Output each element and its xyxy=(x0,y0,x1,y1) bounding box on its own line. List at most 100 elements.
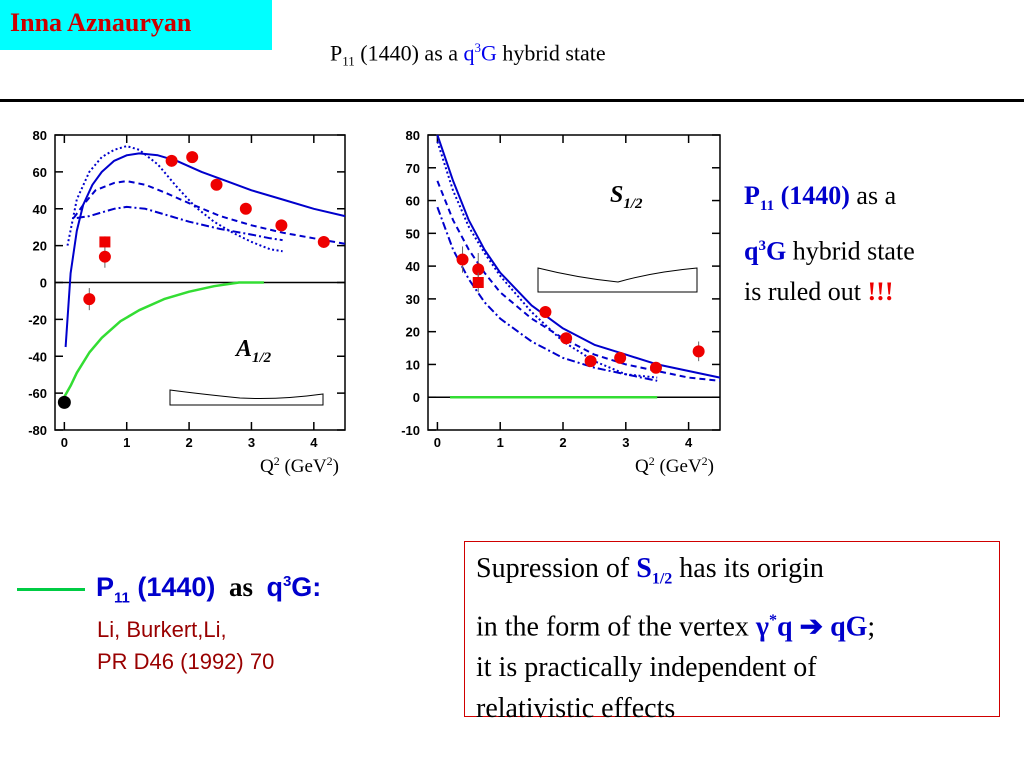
data-point-circle xyxy=(560,332,573,345)
y-tick-label: 60 xyxy=(33,165,47,180)
conclusion-ruled-out: is ruled out xyxy=(744,276,868,306)
y-tick-label: -20 xyxy=(28,312,47,327)
legend-g: G: xyxy=(291,572,322,602)
x-tick-label: 3 xyxy=(248,435,255,450)
y-tick-label: -80 xyxy=(28,423,47,438)
y-tick-label: 20 xyxy=(33,239,47,254)
conclusion-sup: 3 xyxy=(758,238,766,255)
data-point-circle xyxy=(649,361,662,374)
note-l2-end: ; xyxy=(867,610,876,642)
note-line-4: relativistic effects xyxy=(476,692,676,724)
inset-shape xyxy=(169,389,324,406)
y-tick-label: 50 xyxy=(406,226,420,241)
title-g: G xyxy=(481,40,497,66)
y-tick-label: 30 xyxy=(406,292,420,307)
note-l1-s: S xyxy=(636,553,652,584)
note-l1-a: Supression of xyxy=(476,553,637,584)
model-curve-dashed-2 xyxy=(72,180,346,245)
data-point-circle xyxy=(317,235,330,248)
model-curve-solid-4 xyxy=(63,281,264,398)
conclusion-line-2: q3G hybrid state xyxy=(744,226,915,272)
note-l2-arrow: ➔ xyxy=(799,610,824,642)
model-curve-dashdot-3 xyxy=(436,206,658,382)
x-tick-label: 2 xyxy=(185,435,192,450)
conclusion-line-3: is ruled out !!! xyxy=(744,272,915,312)
legend-as: as xyxy=(228,572,253,602)
data-point-circle xyxy=(275,219,288,232)
slide-title: P11 (1440) as a q3G hybrid state xyxy=(330,40,606,70)
y-tick-label: 80 xyxy=(33,128,47,143)
conclusion-hybrid: hybrid state xyxy=(786,236,915,266)
a12-chart: -80 -60 -40 -20 0 20 40 60 80 0 1 2 3 4 Q2 (GeV2) A1/2 xyxy=(28,128,346,477)
note-l1-sub: 1/2 xyxy=(651,570,673,588)
data-point-circle xyxy=(98,250,111,263)
data-point-circle xyxy=(83,293,96,306)
conclusion-g: G xyxy=(765,236,787,266)
note-line-3: it is practically independent of xyxy=(476,651,817,683)
conclusion-q: q xyxy=(744,236,759,266)
y-tick-label: 20 xyxy=(406,325,420,340)
data-point-circle xyxy=(210,178,223,191)
model-curve-dotted-1 xyxy=(436,141,658,379)
note-l2-gamma: γ xyxy=(755,610,770,642)
legend-mass: (1440) xyxy=(129,572,216,602)
note-l2-qg: qG xyxy=(823,610,868,642)
s12-chart: -10 0 10 20 30 40 50 60 70 80 0 1 2 3 4 Q2 (GeV2) S1/2 xyxy=(401,128,721,477)
x-tick-label: 4 xyxy=(685,435,693,450)
y-tick-label: -60 xyxy=(28,386,47,401)
data-point-circle xyxy=(614,351,627,364)
y-tick-label: 60 xyxy=(406,194,420,209)
author-name: Inna Aznauryan xyxy=(10,8,192,37)
legend-q: q xyxy=(266,572,283,602)
legend-green-line xyxy=(17,588,85,591)
title-sup: 3 xyxy=(474,40,482,55)
title-q: q xyxy=(463,40,475,66)
y-tick-label: 0 xyxy=(413,390,420,405)
title-p: P xyxy=(330,40,343,66)
conclusion-line-1: P11 (1440) as a xyxy=(744,176,915,226)
data-point-circle xyxy=(584,355,597,368)
note-box xyxy=(464,541,1000,717)
y-tick-label: 40 xyxy=(406,259,420,274)
y-tick-label: -10 xyxy=(401,423,420,438)
conclusion-mass: (1440) xyxy=(774,181,850,210)
y-tick-label: 0 xyxy=(40,276,47,291)
x-tick-label: 0 xyxy=(434,435,441,450)
data-point-square xyxy=(99,236,111,248)
title-end: hybrid state xyxy=(496,40,606,66)
conclusion-p: P xyxy=(744,181,760,210)
x-tick-label: 1 xyxy=(123,435,130,450)
legend-sup: 3 xyxy=(282,573,292,590)
note-line-2: in the form of the vertex γ*q ➔ qG; xyxy=(476,600,875,647)
data-point-circle xyxy=(165,154,178,167)
panel-label: S1/2 xyxy=(610,182,643,212)
x-tick-label: 2 xyxy=(559,435,566,450)
data-point-circle xyxy=(692,345,705,358)
conclusion-exclamation: !!! xyxy=(867,276,894,306)
model-curve-solid-0 xyxy=(436,134,721,379)
data-point-circle xyxy=(186,151,199,164)
reference-journal: PR D46 (1992) 70 xyxy=(97,649,275,674)
data-point-circle xyxy=(239,202,252,215)
model-curve-solid-0 xyxy=(64,152,346,348)
note-l2-a: in the form of the vertex xyxy=(476,610,756,642)
author-banner: Inna Aznauryan xyxy=(0,0,272,50)
x-tick-label: 3 xyxy=(622,435,629,450)
y-tick-label: 10 xyxy=(406,357,420,372)
legend-p: P xyxy=(96,572,115,602)
x-axis-label: Q2 (GeV2) xyxy=(635,454,714,477)
note-l2-q: q xyxy=(777,610,800,642)
x-axis-label: Q2 (GeV2) xyxy=(260,454,339,477)
x-tick-label: 0 xyxy=(61,435,68,450)
data-point-circle xyxy=(539,306,552,318)
plot-frame xyxy=(427,134,721,431)
legend-label: P11 (1440) as q3G: xyxy=(96,572,321,606)
note-l2-star: * xyxy=(769,611,778,629)
note-line-1: Supression of S1/2 has its origin xyxy=(476,548,875,600)
x-tick-label: 1 xyxy=(497,435,504,450)
y-tick-label: -40 xyxy=(28,349,47,364)
reference-authors: Li, Burkert,Li, xyxy=(97,617,227,642)
conclusion-text: P11 (1440) as a q3G hybrid state is rule… xyxy=(744,176,915,312)
note-l1-b: has its origin xyxy=(672,553,824,584)
conclusion-as: as a xyxy=(849,181,897,210)
